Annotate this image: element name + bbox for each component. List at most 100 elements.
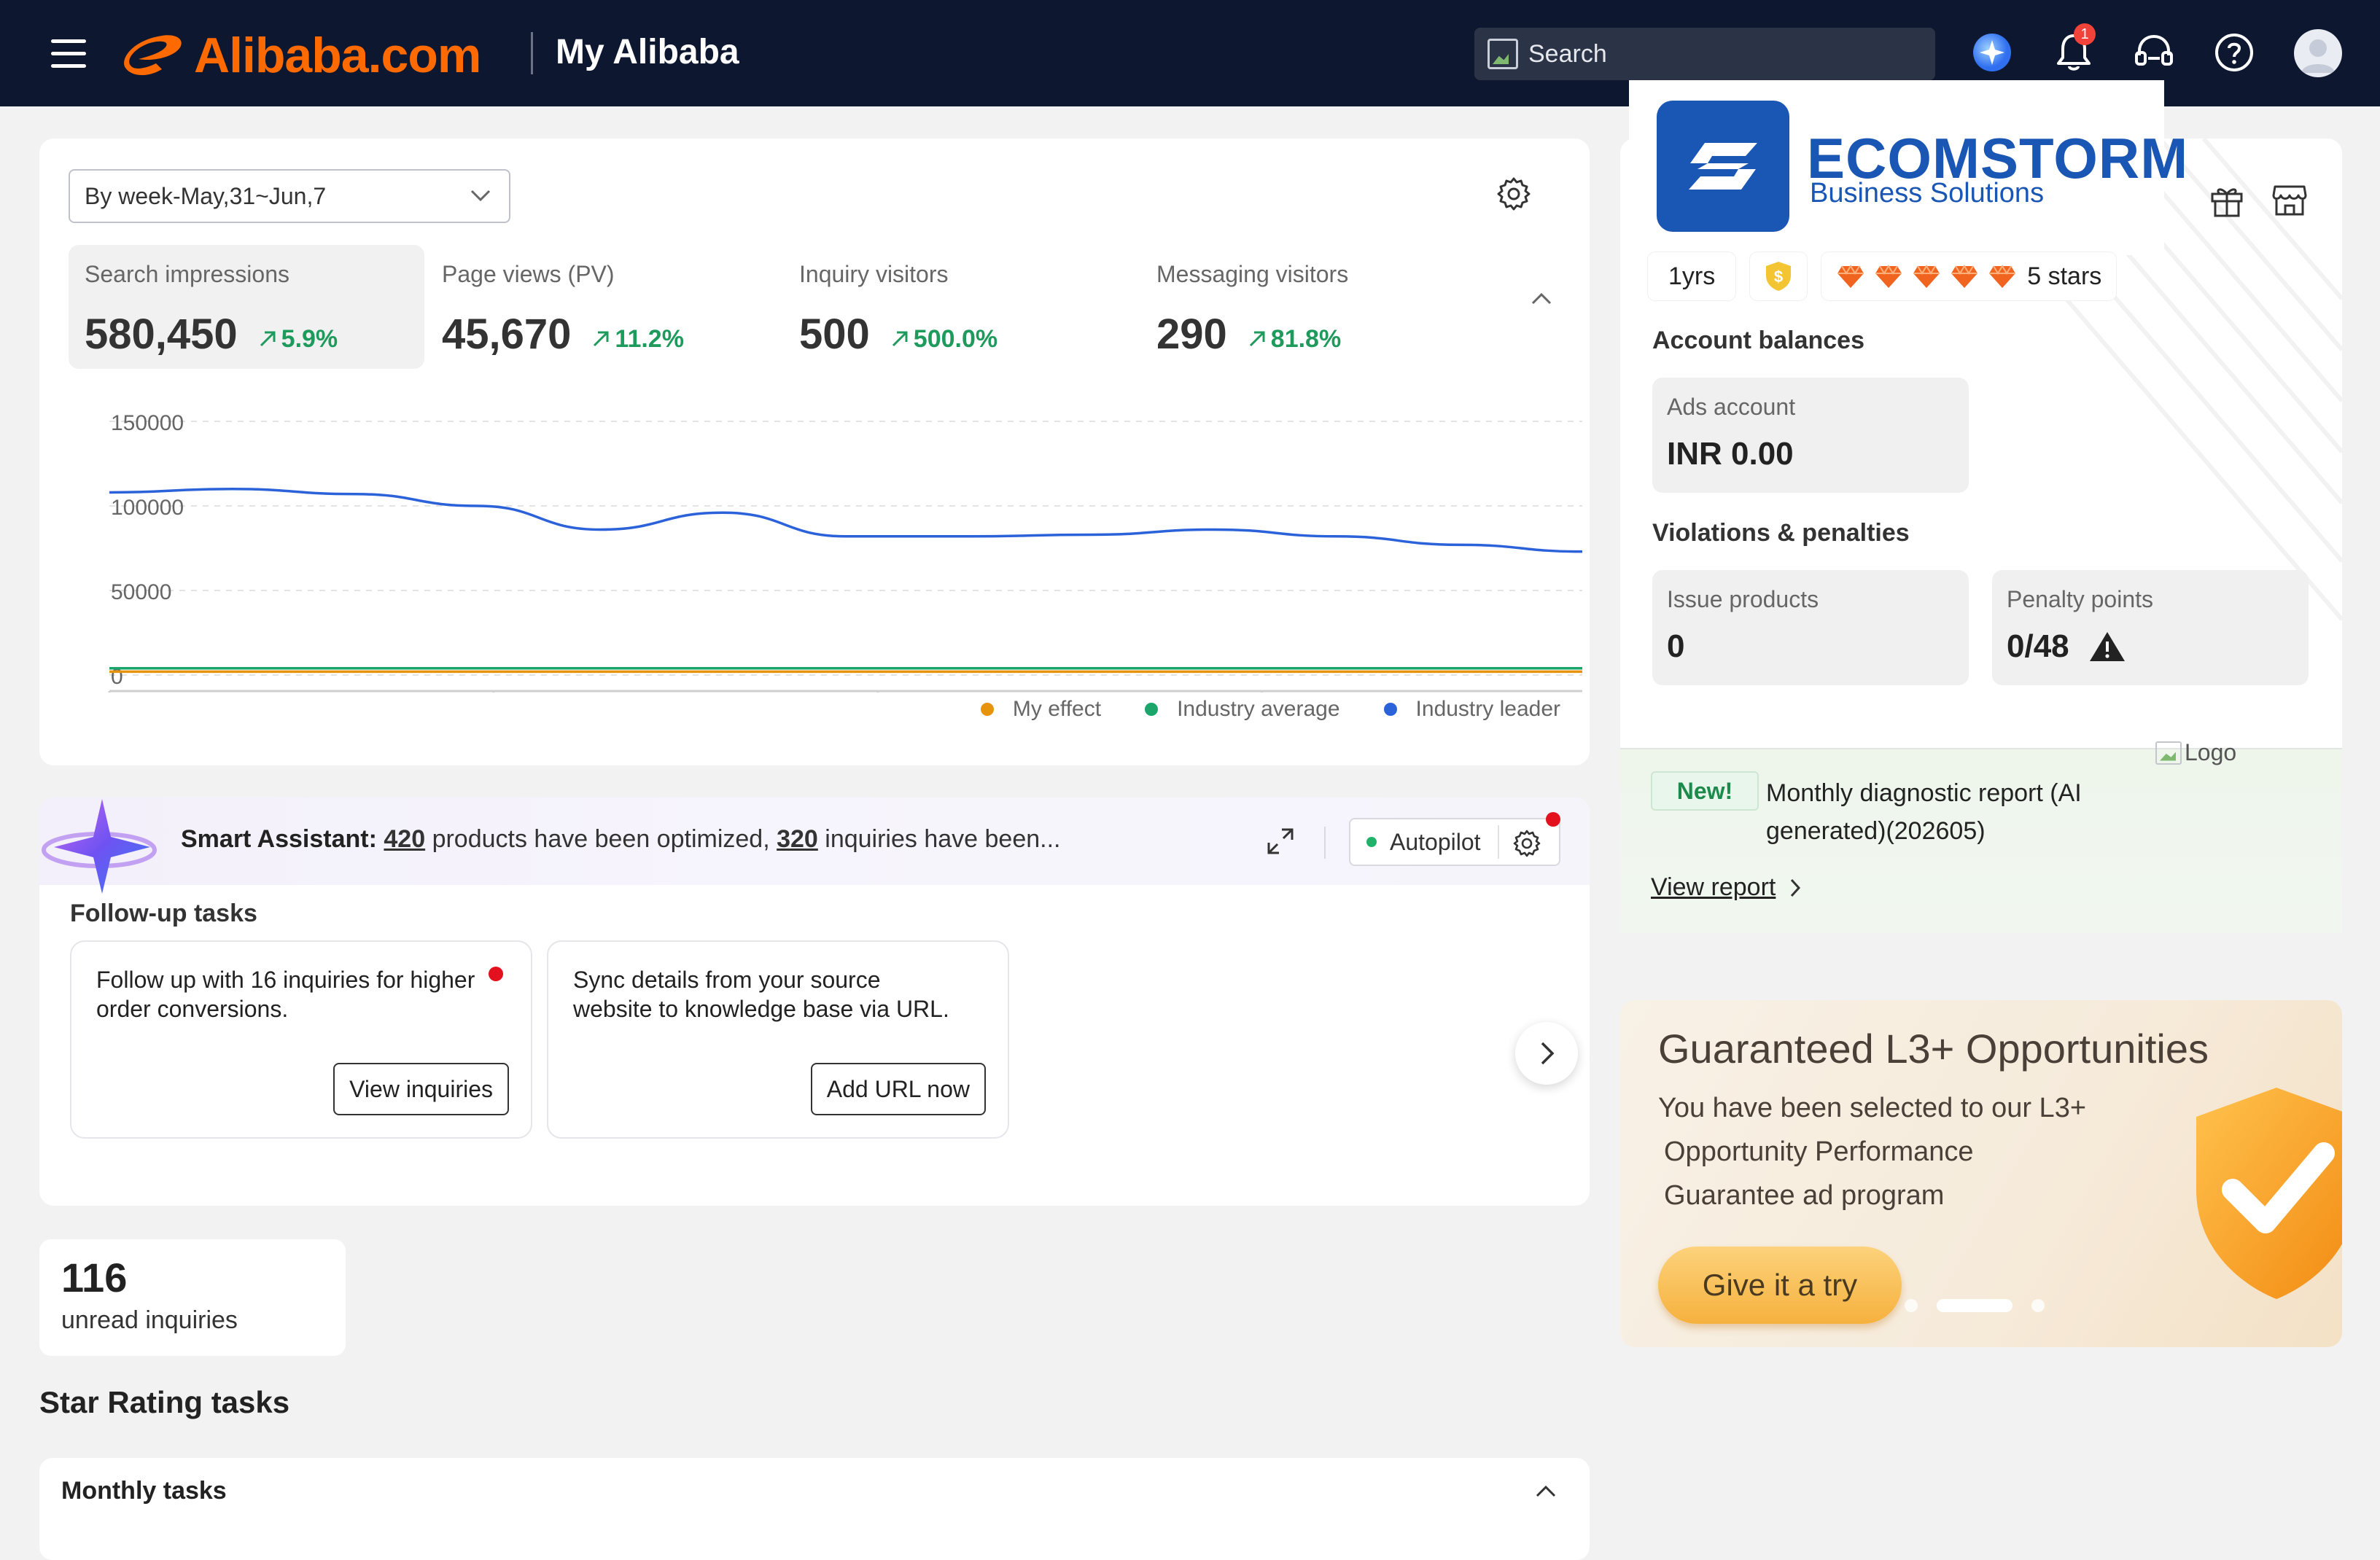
ads-account-tile[interactable]: Ads account INR 0.00 [1652,378,1969,493]
broken-logo-image: Logo [2155,739,2236,766]
metric-value: 45,670 [442,311,572,358]
gear-icon[interactable] [1496,176,1531,211]
metric-page-views[interactable]: Page views (PV) 45,670 11.2% [426,245,782,369]
ai-assistant-icon[interactable] [1969,29,2015,76]
metric-value: 500 [799,311,870,358]
metric-inquiry-visitors[interactable]: Inquiry visitors 500 500.0% [783,245,1139,369]
user-avatar-icon[interactable] [2294,29,2342,77]
inquiries-count-link[interactable]: 320 [777,825,818,853]
view-report-label: View report [1651,873,1776,901]
chart-legend: My effect Industry average Industry lead… [937,697,1560,722]
store-brand-banner: ECOMSTORM Business Solutions [1629,80,2188,255]
carousel-dot[interactable] [1905,1299,1918,1312]
legend-dot [980,703,994,716]
period-dropdown[interactable]: By week-May,31~Jun,7 [69,169,510,223]
y-tick-label: 50000 [111,580,171,604]
monthly-tasks-panel[interactable]: Monthly tasks [39,1458,1590,1560]
diamond-row [1836,263,2026,289]
diamond-icon [1951,265,1978,288]
account-balances-title: Account balances [1652,327,1864,354]
help-icon[interactable] [2211,29,2258,76]
notification-dot [1546,812,1560,827]
new-badge: New! [1651,771,1759,811]
gear-icon[interactable] [1512,829,1541,858]
gift-icon[interactable] [2208,181,2246,219]
promo-line: Guarantee ad program [1664,1180,1945,1211]
metric-label: Search impressions [85,261,289,287]
issue-products-tile[interactable]: Issue products 0 [1652,570,1969,685]
carousel-next-button[interactable] [1515,1022,1578,1085]
carousel-dot-active[interactable] [1937,1299,2012,1312]
metric-label: Inquiry visitors [799,261,949,287]
logo-alt-text: Logo [2185,739,2237,765]
autopilot-toggle[interactable]: Autopilot [1349,818,1560,866]
penalty-points-tile[interactable]: Penalty points 0/48 [1992,570,2309,685]
logo-text: Alibaba.com [194,28,481,83]
assistant-divider [1324,827,1326,859]
promo-line: Opportunity Performance [1664,1136,1974,1167]
star-rating-badge[interactable]: 5 stars [1821,252,2117,300]
metric-label: Page views (PV) [442,261,615,287]
gold-shield-icon: $ [1766,262,1792,291]
chevron-up-icon[interactable] [1531,1480,1560,1502]
svg-text:$: $ [1774,268,1783,286]
metric-change-value: 5.9% [281,324,338,353]
search-input[interactable]: Search [1474,28,1935,80]
headset-icon[interactable] [2131,29,2177,76]
issue-products-value: 0 [1667,628,1685,664]
expand-icon[interactable] [1264,825,1296,857]
alibaba-logo[interactable]: Alibaba.com [118,26,481,85]
legend-item-industry-average[interactable]: Industry average [1145,697,1340,722]
unread-inquiries-card[interactable]: 116 unread inquiries [39,1239,346,1356]
y-tick-label: 100000 [111,496,184,520]
legend-item-my-effect[interactable]: My effect [980,697,1101,722]
performance-stats-card: By week-May,31~Jun,7 Search impressions … [39,139,1590,765]
l3-promo-banner[interactable]: Guaranteed L3+ Opportunities You have be… [1620,1000,2342,1347]
legend-label: Industry leader [1415,697,1560,721]
diamond-icon [1913,265,1940,288]
add-url-button[interactable]: Add URL now [810,1063,986,1115]
penalty-points-label: Penalty points [2007,586,2154,612]
period-value: By week-May,31~Jun,7 [85,182,327,209]
menu-icon[interactable] [51,39,86,69]
y-tick-label: 150000 [111,411,184,435]
stars-label: 5 stars [2027,262,2102,290]
autopilot-divider [1498,825,1499,859]
ads-account-label: Ads account [1667,394,1796,420]
metric-change-value: 11.2% [615,324,684,353]
section-title[interactable]: My Alibaba [556,33,739,71]
store-icon[interactable] [2271,181,2309,219]
arrow-up-right-icon [594,331,609,347]
autopilot-label: Autopilot [1390,828,1481,855]
smart-assistant-orb-icon [42,799,157,894]
arrow-up-right-icon [260,331,276,347]
smart-assistant-summary: Smart Assistant: 420 products have been … [181,825,1061,854]
diamond-icon [1875,265,1902,288]
broken-image-icon [2155,741,2182,765]
view-inquiries-button[interactable]: View inquiries [333,1063,509,1115]
metric-search-impressions[interactable]: Search impressions 580,450 5.9% [69,245,424,369]
give-it-a-try-button[interactable]: Give it a try [1658,1247,1902,1324]
metric-change: 5.9% [258,325,338,354]
star-rating-title: Star Rating tasks [39,1385,290,1419]
view-report-link[interactable]: View report [1651,873,1802,902]
metric-label: Messaging visitors [1156,261,1349,287]
unread-label: unread inquiries [61,1306,238,1334]
chevron-up-icon[interactable] [1527,287,1556,309]
carousel-dot[interactable] [2031,1299,2045,1312]
metric-change: 11.2% [591,325,684,354]
legend-item-industry-leader[interactable]: Industry leader [1383,697,1560,722]
promo-line: You have been selected to our L3+ [1658,1093,2087,1123]
metric-messaging-visitors[interactable]: Messaging visitors 290 81.8% [1140,245,1496,369]
metric-change: 81.8% [1248,325,1341,354]
metric-value: 290 [1156,311,1227,358]
notification-badge: 1 [2074,23,2096,45]
optimized-count-link[interactable]: 420 [384,825,426,853]
status-dot [1366,837,1377,847]
promo-title: Guaranteed L3+ Opportunities [1658,1026,2209,1072]
diamond-icon [1838,265,1864,288]
notification-dot [489,967,503,981]
report-description: Monthly diagnostic report (AI generated)… [1766,779,2082,845]
legend-dot [1145,703,1159,716]
ecomstorm-logo-icon [1657,101,1789,232]
